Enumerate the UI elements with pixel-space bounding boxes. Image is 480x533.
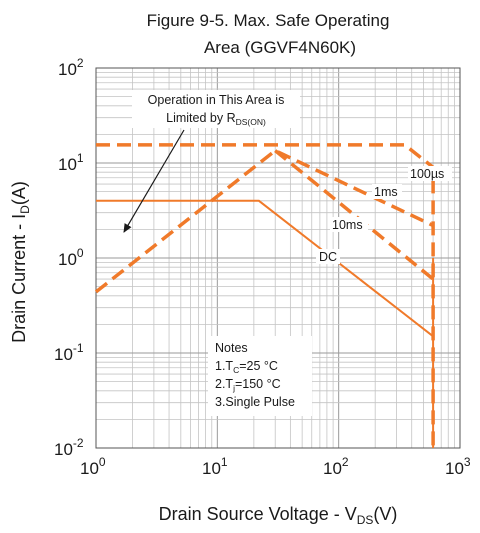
notes-item-1: 1.TC=25 °C <box>215 359 278 375</box>
notes-box: Notes 1.TC=25 °C 2.Tj=150 °C 3.Single Pu… <box>208 336 312 416</box>
notes-box-bg <box>208 336 312 416</box>
rds-annotation-line1: Operation in This Area is <box>148 93 285 107</box>
x-axis-label: Drain Source Voltage - VDS(V) <box>159 504 398 527</box>
chart-title-line2: Area (GGVF4N60K) <box>204 38 356 57</box>
x-tick-labels: 100 101 102 103 <box>80 455 471 478</box>
rds-annotation-arrow <box>123 129 185 233</box>
curve-labels: 100µs 1ms 10ms DC <box>316 166 452 264</box>
series-line-10ms-2 <box>274 149 435 281</box>
label-dc: DC <box>319 250 337 264</box>
rds-annotation-box <box>132 90 300 128</box>
y-tick-label-1e1: 101 <box>58 151 84 174</box>
y-tick-label-1e-2: 10-2 <box>54 436 84 459</box>
chart-title-line1: Figure 9-5. Max. Safe Operating <box>147 11 390 30</box>
label-1ms-bg <box>372 184 402 199</box>
notes-item-2: 2.Tj=150 °C <box>215 377 281 393</box>
y-tick-label-1e2: 102 <box>58 56 84 79</box>
label-10ms-bg <box>330 217 368 232</box>
label-1ms: 1ms <box>374 185 398 199</box>
x-tick-label-1e0: 100 <box>80 455 106 478</box>
series-lines <box>94 143 435 448</box>
y-tick-label-1e-1: 10-1 <box>54 341 84 364</box>
label-10ms: 10ms <box>332 218 363 232</box>
x-tick-label-1e1: 101 <box>202 455 228 478</box>
notes-item-3: 3.Single Pulse <box>215 395 295 409</box>
x-tick-label-1e3: 103 <box>445 455 471 478</box>
notes-title: Notes <box>215 341 248 355</box>
label-dc-bg <box>316 249 340 264</box>
plot-frame <box>95 67 461 449</box>
y-tick-labels: 10-2 10-1 100 101 102 <box>54 56 84 459</box>
y-axis-label: Drain Current - ID(A) <box>9 181 32 343</box>
x-tick-label-1e2: 102 <box>323 455 349 478</box>
series-line-1ms-1 <box>94 148 434 294</box>
label-100us: 100µs <box>410 167 444 181</box>
y-tick-label-1e0: 100 <box>58 246 84 269</box>
rds-annotation-line2: Limited by RDS(ON) <box>166 111 266 127</box>
series-line-dc-3 <box>96 199 434 338</box>
rds-annotation: Operation in This Area is Limited by RDS… <box>123 90 300 233</box>
label-100us-bg <box>408 166 452 181</box>
